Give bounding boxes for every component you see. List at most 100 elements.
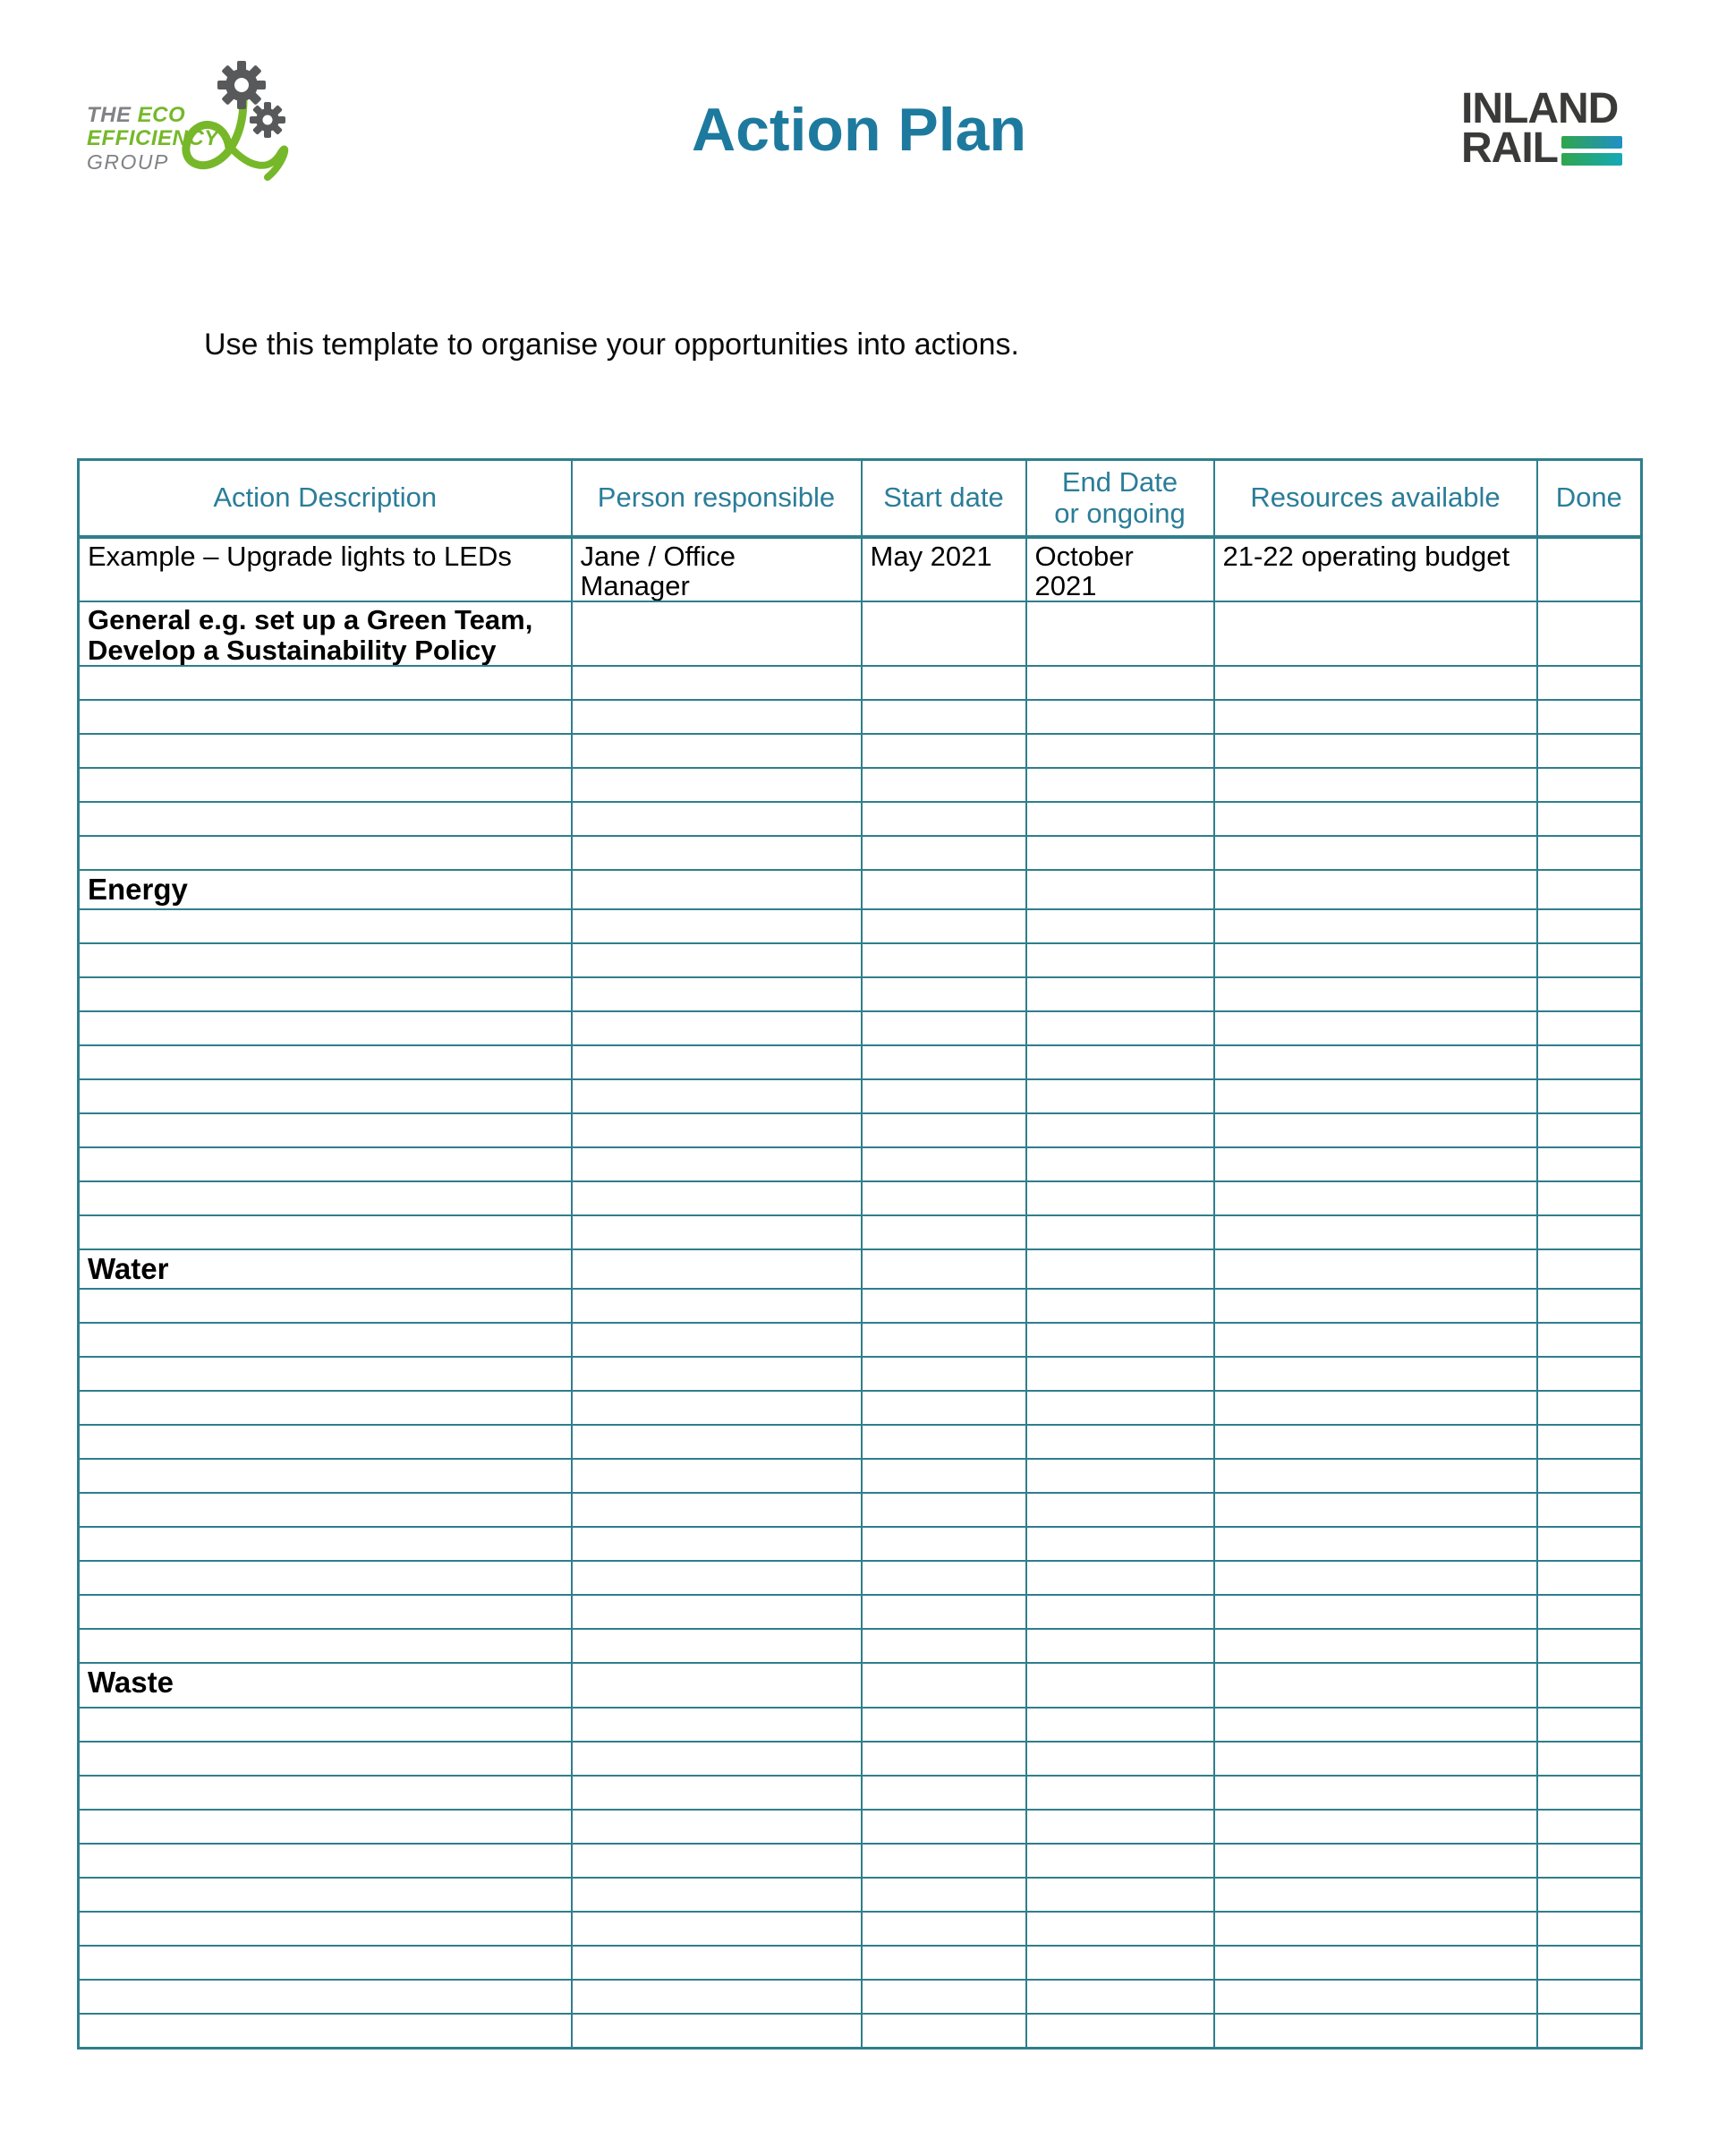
table-cell (1535, 1458, 1643, 1495)
table-cell (570, 1560, 863, 1597)
empty-row (77, 801, 1643, 838)
table-cell (1025, 908, 1215, 945)
table-cell (570, 665, 863, 702)
table-cell (1535, 767, 1643, 804)
table-cell (1025, 733, 1215, 770)
table-cell (860, 1662, 1027, 1709)
table-cell (77, 1390, 573, 1427)
table-cell (1212, 1877, 1538, 1913)
eco-logo-text: THE ECO EFFICIENCY GROUP (87, 103, 219, 175)
table-cell (1025, 835, 1215, 872)
example-row: Example – Upgrade lights to LEDs Jane / O… (77, 535, 1643, 603)
table-cell (77, 1741, 573, 1777)
table-cell (77, 1112, 573, 1149)
table-cell: 21-22 operating budget (1212, 535, 1538, 603)
table-cell (860, 1146, 1027, 1183)
table-cell (77, 942, 573, 979)
table-cell (1212, 1594, 1538, 1631)
table-cell (570, 767, 863, 804)
inland-rail-word-inland: INLAND (1461, 85, 1619, 132)
table-cell (570, 1356, 863, 1393)
table-cell (1025, 2013, 1215, 2049)
eco-efficiency-group-logo: THE ECO EFFICIENCY GROUP (85, 52, 300, 186)
table-cell (1025, 1594, 1215, 1631)
inland-rail-word-rail: RAIL (1461, 124, 1559, 172)
table-cell (570, 1078, 863, 1115)
empty-row (77, 1809, 1643, 1845)
empty-row (77, 2013, 1643, 2049)
table-cell (570, 1526, 863, 1563)
table-cell (1025, 1843, 1215, 1879)
table-cell (1535, 1979, 1643, 2015)
table-cell (77, 733, 573, 770)
table-cell (1025, 801, 1215, 838)
table-cell (1212, 1146, 1538, 1183)
table-cell (860, 1424, 1027, 1461)
empty-row (77, 1560, 1643, 1597)
empty-row (77, 1707, 1643, 1743)
table-cell (77, 908, 573, 945)
action-plan-table: Action Description Person responsible Star… (77, 458, 1643, 2049)
table-cell (570, 1911, 863, 1947)
table-cell (860, 1560, 1027, 1597)
table-cell (1535, 1843, 1643, 1879)
empty-row (77, 1010, 1643, 1047)
table-cell (77, 767, 573, 804)
table-cell (1212, 1809, 1538, 1845)
table-cell (1025, 1180, 1215, 1217)
table-cell (1025, 1662, 1215, 1709)
table-cell (1535, 1322, 1643, 1359)
table-cell (1535, 1911, 1643, 1947)
table-cell (77, 1911, 573, 1947)
table-cell (77, 1843, 573, 1879)
table-cell (1025, 1248, 1215, 1291)
gear-icon (250, 102, 285, 138)
empty-row (77, 1112, 1643, 1149)
table-cell (1212, 767, 1538, 804)
table-cell (570, 601, 863, 668)
table-cell (860, 1945, 1027, 1981)
table-cell (1025, 869, 1215, 911)
table-cell (1212, 1979, 1538, 2015)
table-cell (77, 1322, 573, 1359)
table-cell (77, 1044, 573, 1081)
table-cell (1535, 1707, 1643, 1743)
table-cell (77, 835, 573, 872)
table-cell (860, 1322, 1027, 1359)
table-cell (570, 1458, 863, 1495)
table-cell (1535, 601, 1643, 668)
table-cell (77, 1560, 573, 1597)
table-cell (1535, 1492, 1643, 1529)
table-cell (1212, 835, 1538, 872)
table-cell (860, 1628, 1027, 1665)
table-cell: May 2021 (860, 535, 1027, 603)
table-cell (1212, 1180, 1538, 1217)
table-cell (1025, 1112, 1215, 1149)
table-cell (1535, 869, 1643, 911)
table-cell (77, 1458, 573, 1495)
table-cell (1025, 1288, 1215, 1325)
table-cell (860, 1809, 1027, 1845)
general-row: General e.g. set up a Green Team, Develo… (77, 601, 1643, 668)
empty-row (77, 1214, 1643, 1251)
table-cell (860, 869, 1027, 911)
eco-logo-word-eco: ECO (137, 103, 186, 127)
table-cell (1535, 1809, 1643, 1845)
table-cell (77, 1356, 573, 1393)
table-cell (860, 908, 1027, 945)
column-header: End Date or ongoing (1025, 458, 1215, 539)
eco-logo-word-the: THE (87, 103, 132, 127)
table-cell (1212, 1560, 1538, 1597)
table-cell (1025, 1526, 1215, 1563)
table-cell (570, 1741, 863, 1777)
table-cell (860, 976, 1027, 1013)
empty-row (77, 1628, 1643, 1665)
table-cell (1212, 1526, 1538, 1563)
table-cell (1212, 1288, 1538, 1325)
table-body: Example – Upgrade lights to LEDs Jane / O… (77, 535, 1643, 2049)
table-cell (1025, 1628, 1215, 1665)
table-cell (570, 1044, 863, 1081)
table-cell (1025, 1809, 1215, 1845)
table-cell (1212, 1390, 1538, 1427)
empty-row (77, 1458, 1643, 1495)
